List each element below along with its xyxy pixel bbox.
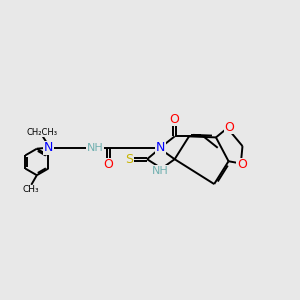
Text: CH₃: CH₃ xyxy=(22,185,39,194)
Text: CH₂CH₃: CH₂CH₃ xyxy=(26,128,57,137)
Text: O: O xyxy=(237,158,247,171)
Text: NH: NH xyxy=(87,143,103,153)
Text: N: N xyxy=(44,141,53,154)
Text: S: S xyxy=(126,153,134,166)
Text: N: N xyxy=(156,141,165,154)
Text: O: O xyxy=(170,112,180,126)
Text: NH: NH xyxy=(152,166,169,176)
Text: O: O xyxy=(103,158,113,171)
Text: O: O xyxy=(224,121,234,134)
